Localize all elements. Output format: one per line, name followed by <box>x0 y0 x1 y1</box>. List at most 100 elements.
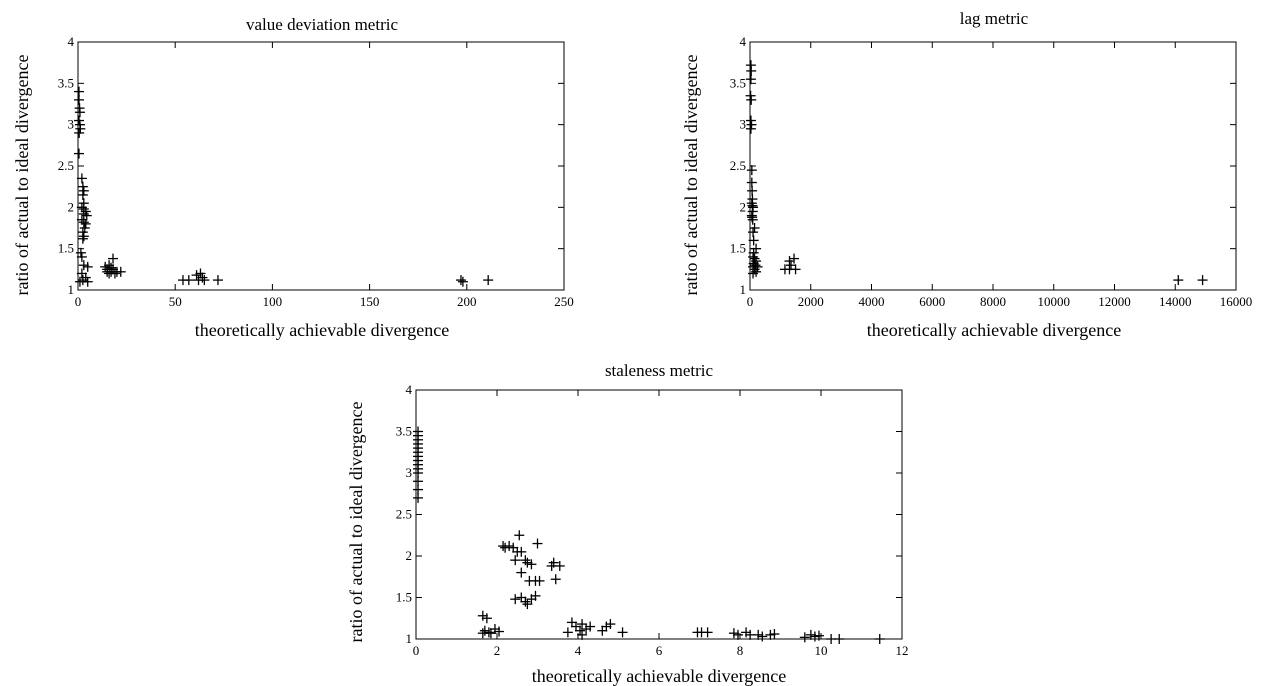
data-point <box>520 596 531 607</box>
data-point <box>769 629 780 640</box>
x-tick-label: 0 <box>413 643 420 658</box>
y-tick-label: 4 <box>740 34 747 49</box>
y-tick-label: 1.5 <box>396 590 412 605</box>
data-point <box>577 619 588 630</box>
x-tick-label: 250 <box>554 294 574 309</box>
data-point <box>520 555 531 566</box>
data-point <box>799 632 810 643</box>
data-point <box>805 629 816 640</box>
data-point <box>532 538 543 549</box>
data-point <box>728 628 739 639</box>
data-point <box>76 251 87 262</box>
data-point <box>81 210 92 221</box>
x-tick-label: 4000 <box>859 294 885 309</box>
x-tick-label: 16000 <box>1220 294 1253 309</box>
data-point <box>107 253 118 264</box>
data-point <box>516 546 527 557</box>
y-tick-label: 2 <box>68 199 75 214</box>
x-tick-label: 0 <box>747 294 754 309</box>
data-point <box>745 74 756 85</box>
plot-frame <box>415 389 903 640</box>
y-axis-label: ratio of actual to ideal divergence <box>12 54 32 295</box>
data-point <box>77 189 88 200</box>
data-point <box>73 115 84 126</box>
y-tick-label: 3 <box>406 465 413 480</box>
data-point <box>747 214 758 225</box>
data-point <box>514 530 525 541</box>
data-point <box>522 599 533 610</box>
data-point <box>748 235 759 246</box>
data-point <box>489 624 500 635</box>
data-point <box>455 275 466 286</box>
x-tick-label: 14000 <box>1159 294 1192 309</box>
chart-title: value deviation metric <box>246 15 398 34</box>
chart-title: staleness metric <box>605 361 714 380</box>
x-tick-label: 200 <box>457 294 477 309</box>
x-tick-label: 12000 <box>1098 294 1131 309</box>
x-tick-label: 6000 <box>919 294 945 309</box>
y-tick-label: 4 <box>68 34 75 49</box>
x-tick-label: 10 <box>815 643 828 658</box>
data-point <box>745 123 756 134</box>
data-point <box>516 567 527 578</box>
data-point <box>566 617 577 628</box>
data-point <box>75 247 86 258</box>
data-point <box>749 264 760 275</box>
x-tick-label: 10000 <box>1038 294 1071 309</box>
data-point <box>575 625 586 636</box>
data-point <box>504 541 515 552</box>
y-tick-label: 2.5 <box>730 158 746 173</box>
data-point <box>784 256 795 267</box>
lag-chart: lag metric theoretically achievable dive… <box>681 9 1252 340</box>
data-point <box>757 631 768 642</box>
y-tick-label: 2 <box>740 199 747 214</box>
y-tick-label: 1 <box>406 631 413 646</box>
data-point <box>749 223 760 233</box>
data-point <box>834 634 845 644</box>
data-point <box>78 217 89 228</box>
data-point <box>485 628 496 639</box>
x-tick-label: 50 <box>169 294 182 309</box>
y-tick-label: 3 <box>740 117 747 132</box>
data-point <box>510 594 521 605</box>
x-tick-label: 100 <box>263 294 283 309</box>
data-point <box>746 94 757 105</box>
data-point <box>789 253 800 264</box>
data-point <box>765 629 776 640</box>
data-point <box>109 268 120 279</box>
y-axis-label: ratio of actual to ideal divergence <box>346 401 366 642</box>
x-tick-label: 0 <box>75 294 82 309</box>
data-point <box>534 575 545 586</box>
data-point <box>751 243 762 254</box>
y-tick-label: 3.5 <box>730 75 746 90</box>
data-point <box>82 261 93 272</box>
data-point <box>479 625 490 636</box>
data-point <box>457 276 468 287</box>
data-point <box>753 629 764 640</box>
data-point <box>78 185 89 196</box>
y-tick-label: 1 <box>740 282 747 297</box>
data-point <box>741 627 752 638</box>
data-point <box>809 631 820 642</box>
data-point <box>526 559 537 570</box>
data-point <box>749 253 760 264</box>
data-point <box>530 590 541 601</box>
x-tick-label: 150 <box>360 294 380 309</box>
chart-title: lag metric <box>960 9 1029 28</box>
data-point <box>548 557 559 568</box>
data-point <box>508 542 519 553</box>
y-tick-label: 3.5 <box>396 424 412 439</box>
data-point <box>874 634 885 644</box>
data-point <box>570 621 581 632</box>
data-point <box>76 173 87 184</box>
y-tick-label: 2.5 <box>58 158 74 173</box>
data-point <box>790 264 801 275</box>
data-point <box>554 560 565 571</box>
y-tick-label: 2.5 <box>396 507 412 522</box>
data-point <box>183 275 194 286</box>
data-point <box>786 260 797 271</box>
x-tick-label: 12 <box>896 643 909 658</box>
data-point <box>577 629 588 640</box>
data-point <box>732 629 743 640</box>
data-point <box>483 627 494 638</box>
